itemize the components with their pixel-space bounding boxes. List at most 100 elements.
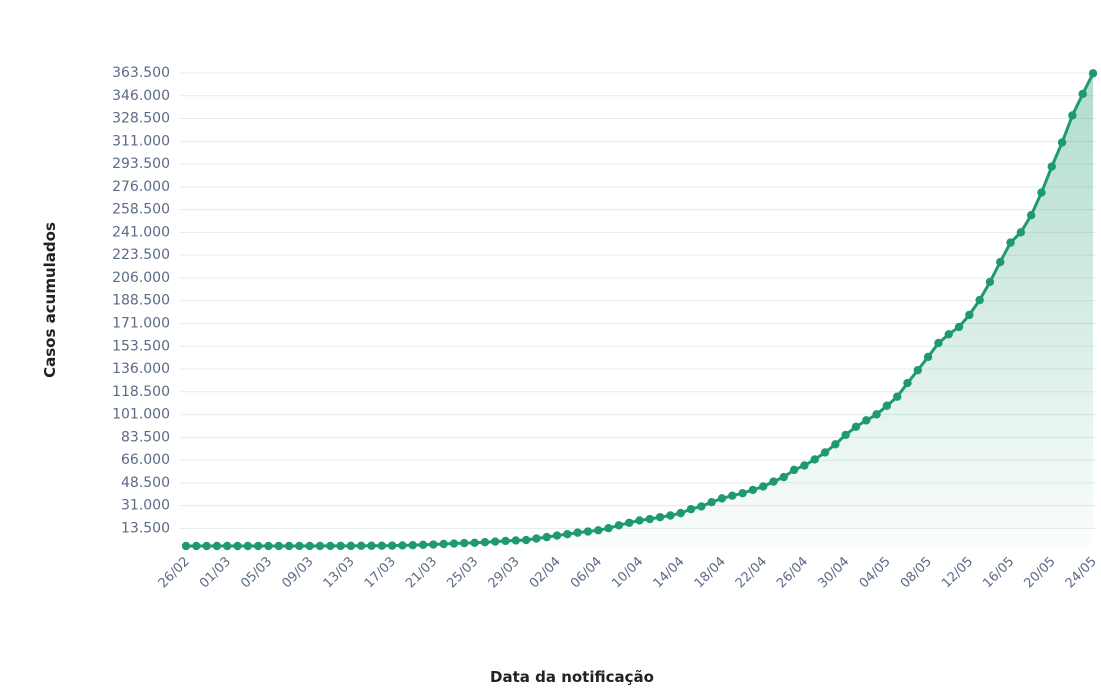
data-point bbox=[779, 472, 788, 482]
data-point bbox=[965, 310, 974, 320]
data-point bbox=[954, 322, 964, 332]
y-tick-label: 241.000 bbox=[112, 224, 170, 240]
data-point bbox=[202, 541, 211, 551]
x-tick-label: 16/05 bbox=[980, 554, 1017, 591]
data-point bbox=[903, 378, 912, 388]
data-point bbox=[985, 277, 995, 287]
data-point bbox=[594, 526, 603, 535]
data-point bbox=[635, 516, 644, 525]
data-point bbox=[1037, 188, 1046, 197]
data-point bbox=[439, 539, 448, 549]
y-tick-label: 171.000 bbox=[112, 315, 170, 331]
data-point bbox=[511, 536, 521, 545]
y-tick-label: 311.000 bbox=[112, 133, 170, 149]
data-point bbox=[212, 541, 222, 551]
data-point bbox=[264, 541, 273, 551]
data-point bbox=[892, 392, 902, 401]
data-point bbox=[192, 541, 201, 551]
x-tick-label: 04/05 bbox=[857, 554, 894, 591]
x-tick-label: 09/03 bbox=[279, 554, 316, 591]
x-tick-label: 13/03 bbox=[321, 554, 358, 591]
data-point bbox=[470, 538, 479, 548]
data-point bbox=[923, 352, 933, 362]
data-point bbox=[573, 528, 582, 537]
x-tick-label: 24/05 bbox=[1063, 554, 1100, 591]
data-point bbox=[872, 410, 881, 419]
data-point bbox=[800, 461, 809, 470]
y-tick-label: 31.000 bbox=[121, 498, 170, 514]
data-point bbox=[810, 455, 819, 464]
data-point bbox=[542, 532, 551, 542]
data-point bbox=[181, 541, 191, 551]
data-point bbox=[655, 512, 665, 522]
data-point bbox=[1078, 89, 1087, 99]
data-point bbox=[841, 430, 850, 440]
y-tick-label: 363.500 bbox=[112, 65, 170, 81]
y-tick-label: 258.500 bbox=[112, 202, 170, 218]
data-point bbox=[583, 527, 593, 536]
data-point bbox=[934, 338, 943, 348]
data-point bbox=[913, 365, 922, 375]
data-point bbox=[676, 508, 685, 518]
data-point bbox=[521, 535, 531, 545]
data-point bbox=[851, 422, 861, 432]
data-point bbox=[295, 541, 304, 551]
data-point bbox=[1026, 210, 1036, 220]
y-tick-label: 328.500 bbox=[112, 111, 170, 127]
data-point bbox=[645, 514, 655, 524]
data-point bbox=[284, 541, 294, 551]
data-point bbox=[491, 537, 500, 546]
x-tick-label: 30/04 bbox=[815, 554, 852, 591]
data-point bbox=[758, 482, 768, 491]
y-tick-label: 101.000 bbox=[112, 407, 170, 423]
data-point bbox=[717, 494, 727, 503]
data-point bbox=[666, 511, 675, 520]
data-point bbox=[1006, 238, 1015, 247]
data-point bbox=[346, 541, 356, 551]
data-point bbox=[460, 538, 469, 548]
data-point bbox=[552, 531, 562, 540]
data-point bbox=[1047, 162, 1056, 171]
x-tick-label: 10/04 bbox=[609, 554, 646, 591]
y-tick-label: 188.500 bbox=[112, 293, 170, 309]
y-tick-label: 223.500 bbox=[112, 247, 170, 263]
data-point bbox=[387, 541, 397, 550]
data-point bbox=[789, 465, 799, 475]
x-tick-label: 25/03 bbox=[444, 554, 481, 591]
data-point bbox=[449, 539, 459, 548]
data-point bbox=[748, 485, 758, 495]
x-axis-title: Data da notificação bbox=[490, 668, 654, 686]
y-axis-title: Casos acumulados bbox=[41, 222, 59, 378]
data-point bbox=[532, 534, 541, 543]
data-point bbox=[418, 540, 428, 550]
x-tick-label: 05/03 bbox=[238, 554, 275, 591]
x-tick-label: 26/04 bbox=[774, 554, 811, 591]
data-point bbox=[686, 504, 696, 514]
data-point bbox=[697, 502, 706, 511]
y-tick-label: 66.000 bbox=[121, 452, 170, 468]
data-point bbox=[975, 295, 984, 305]
data-point bbox=[233, 541, 242, 551]
data-point bbox=[624, 518, 634, 527]
data-point bbox=[614, 521, 624, 530]
area-fill bbox=[186, 73, 1093, 547]
data-point bbox=[1057, 138, 1067, 147]
data-point bbox=[274, 541, 283, 551]
data-point bbox=[501, 536, 510, 546]
x-tick-label: 02/04 bbox=[527, 554, 564, 591]
data-point bbox=[429, 540, 438, 549]
data-point bbox=[305, 541, 314, 551]
data-point bbox=[944, 330, 953, 339]
data-point bbox=[326, 541, 335, 551]
data-point bbox=[820, 448, 830, 457]
x-tick-label: 26/02 bbox=[156, 554, 193, 591]
data-point bbox=[398, 541, 407, 550]
data-point bbox=[604, 523, 613, 533]
y-tick-label: 276.000 bbox=[112, 179, 170, 195]
data-point bbox=[480, 538, 490, 547]
data-point bbox=[862, 416, 871, 425]
x-tick-label: 14/04 bbox=[650, 554, 687, 591]
data-point bbox=[377, 541, 387, 550]
data-point bbox=[223, 541, 232, 551]
